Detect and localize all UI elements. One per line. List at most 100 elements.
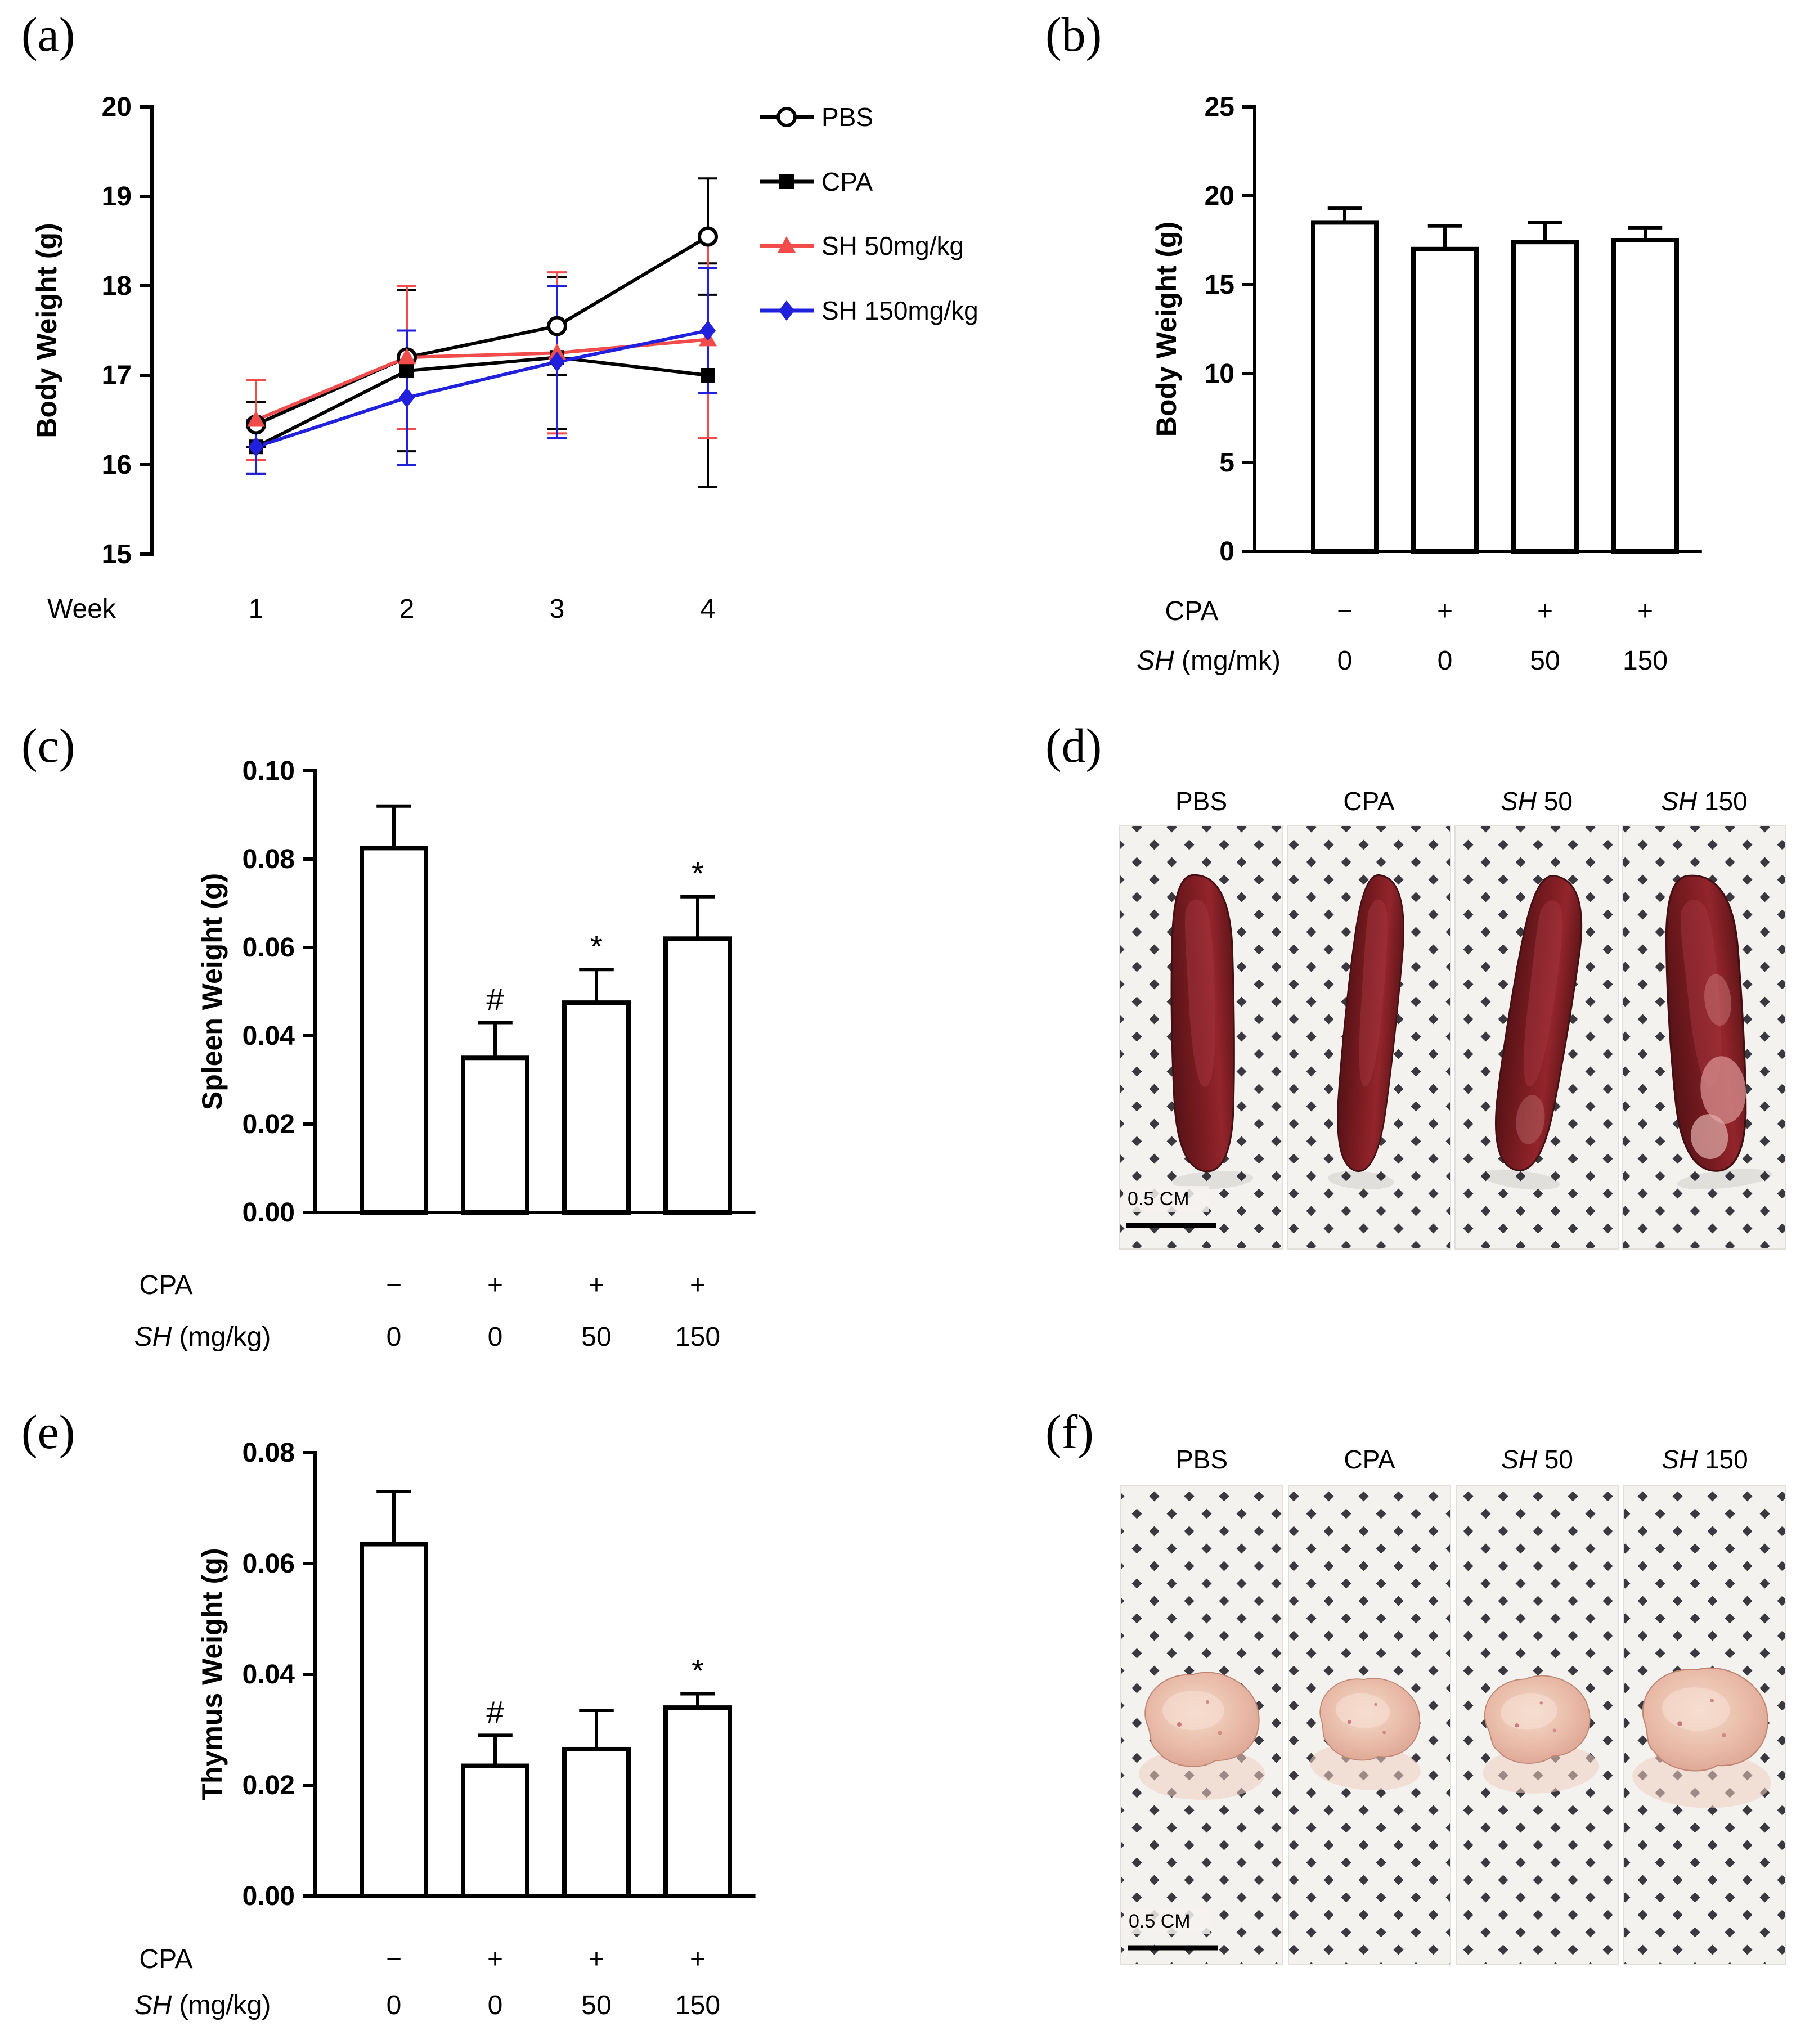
svg-text:#: # xyxy=(486,981,504,1017)
panel-label-f: (f) xyxy=(1045,1405,1094,1459)
svg-text:−: − xyxy=(386,1944,402,1974)
panel-label-c: (c) xyxy=(21,718,75,772)
svg-text:Week: Week xyxy=(47,594,116,624)
svg-text:0: 0 xyxy=(1337,646,1353,676)
svg-text:20: 20 xyxy=(102,92,132,122)
panel-label-a: (a) xyxy=(21,7,75,61)
bar-chart-svg: 0 5 10 15 20 25 Body Weight (g) CPA − + + + SH (mg/m… xyxy=(1137,92,1702,676)
svg-text:50: 50 xyxy=(581,1991,611,2020)
spleen-photo-organ xyxy=(1170,874,1254,1189)
svg-text:PBS: PBS xyxy=(1176,1445,1228,1474)
svg-text:0: 0 xyxy=(387,1991,402,2020)
bar-chart-svg: 0.00 0.02 0.04 0.06 0.08 Thymus Weight (g) # * C… xyxy=(134,1438,756,2020)
svg-text:15: 15 xyxy=(102,540,132,569)
thymus-photo-organ xyxy=(1632,1667,1771,1808)
svg-text:SH (mg/kg): SH (mg/kg) xyxy=(134,1322,271,1352)
svg-text:4: 4 xyxy=(701,594,716,624)
spleen-photo-organ xyxy=(1327,874,1404,1190)
spleen-photos-svg: PBS CPA SH 50 SH 150 0.5 CM xyxy=(1119,787,1786,1250)
thymus-photos-svg: PBS CPA SH 50 SH 150 0.5 CM xyxy=(1120,1445,1786,1965)
svg-text:−: − xyxy=(1337,596,1353,626)
svg-text:SH (mg/mk): SH (mg/mk) xyxy=(1137,646,1281,676)
panel-label-d: (d) xyxy=(1045,718,1102,772)
svg-text:+: + xyxy=(487,1270,503,1300)
svg-text:25: 25 xyxy=(1205,92,1234,122)
svg-text:19: 19 xyxy=(102,182,132,212)
svg-text:Spleen Weight (g): Spleen Weight (g) xyxy=(196,873,228,1110)
svg-text:0.04: 0.04 xyxy=(243,1660,295,1690)
svg-text:0.06: 0.06 xyxy=(243,1549,295,1579)
svg-text:+: + xyxy=(1637,596,1653,626)
body-weight-bar-chart: 0 5 10 15 20 25 Body Weight (g) CPA − + + + SH (mg/m… xyxy=(1041,23,1814,715)
svg-text:SH 150: SH 150 xyxy=(1662,1445,1748,1474)
svg-text:#: # xyxy=(486,1694,504,1729)
svg-text:SH 150: SH 150 xyxy=(1661,787,1747,816)
spleen-photo-organ xyxy=(1481,875,1583,1190)
svg-text:SH (mg/kg): SH (mg/kg) xyxy=(134,1991,271,2020)
thymus-photo-organ xyxy=(1139,1672,1265,1800)
body-weight-line-chart: 15 16 17 18 19 20 Body Weight (g) Week 1 2 3 4 PBS CP… xyxy=(11,23,1013,675)
svg-text:0.08: 0.08 xyxy=(243,1438,295,1468)
line-chart-svg: 15 16 17 18 19 20 Body Weight (g) Week 1 2 3 4 PBS CP… xyxy=(31,92,978,624)
panel-label-e: (e) xyxy=(21,1405,75,1459)
svg-text:+: + xyxy=(1437,596,1453,626)
svg-text:150: 150 xyxy=(1623,646,1668,676)
svg-text:*: * xyxy=(590,928,603,964)
svg-text:PBS: PBS xyxy=(821,102,873,132)
svg-text:CPA: CPA xyxy=(1343,787,1394,816)
svg-text:SH 50: SH 50 xyxy=(1501,787,1573,816)
svg-text:0: 0 xyxy=(488,1322,503,1352)
svg-text:17: 17 xyxy=(102,361,132,390)
svg-text:0: 0 xyxy=(1219,537,1234,567)
svg-text:CPA: CPA xyxy=(139,1944,192,1974)
thymus-weight-bar-chart: 0.00 0.02 0.04 0.06 0.08 Thymus Weight (g) # * C… xyxy=(11,1418,889,2044)
svg-text:Thymus Weight (g): Thymus Weight (g) xyxy=(196,1548,228,1800)
svg-text:0: 0 xyxy=(488,1991,503,2020)
svg-text:+: + xyxy=(589,1270,604,1300)
svg-text:18: 18 xyxy=(102,271,132,301)
svg-text:2: 2 xyxy=(399,594,415,624)
svg-text:SH 150mg/kg: SH 150mg/kg xyxy=(821,296,978,325)
svg-text:0.06: 0.06 xyxy=(243,933,295,963)
svg-text:CPA: CPA xyxy=(821,167,873,196)
svg-text:150: 150 xyxy=(675,1322,720,1352)
svg-text:*: * xyxy=(692,856,704,891)
svg-text:0.00: 0.00 xyxy=(243,1881,295,1911)
spleen-photo-organ xyxy=(1665,874,1772,1189)
svg-text:SH 50: SH 50 xyxy=(1501,1445,1573,1474)
svg-text:Body Weight (g): Body Weight (g) xyxy=(1151,222,1182,437)
svg-text:150: 150 xyxy=(675,1991,720,2020)
thymus-photo-organ xyxy=(1483,1675,1599,1794)
svg-text:0.08: 0.08 xyxy=(243,844,295,874)
svg-text:0.5 CM: 0.5 CM xyxy=(1128,1188,1189,1210)
thymus-photo-panel: PBS CPA SH 50 SH 150 0.5 CM xyxy=(1041,1418,1814,1980)
svg-text:CPA: CPA xyxy=(1344,1445,1395,1474)
panel-label-b: (b) xyxy=(1045,7,1102,61)
svg-text:*: * xyxy=(692,1652,704,1688)
svg-text:50: 50 xyxy=(581,1322,611,1352)
svg-text:10: 10 xyxy=(1205,359,1234,389)
svg-text:20: 20 xyxy=(1205,181,1234,211)
spleen-weight-bar-chart: 0.00 0.02 0.04 0.06 0.08 0.10 Spleen Weight (g… xyxy=(11,731,889,1373)
svg-text:SH 50mg/kg: SH 50mg/kg xyxy=(821,231,964,260)
svg-text:15: 15 xyxy=(1205,270,1234,300)
svg-text:PBS: PBS xyxy=(1175,787,1227,816)
svg-text:16: 16 xyxy=(102,450,132,480)
svg-text:CPA: CPA xyxy=(139,1270,192,1300)
svg-text:0: 0 xyxy=(1438,646,1453,676)
svg-text:+: + xyxy=(589,1944,604,1974)
svg-text:+: + xyxy=(1537,596,1553,626)
svg-text:−: − xyxy=(386,1270,402,1300)
svg-text:5: 5 xyxy=(1219,448,1234,478)
svg-text:50: 50 xyxy=(1530,646,1560,676)
svg-text:0.02: 0.02 xyxy=(243,1771,295,1800)
svg-text:3: 3 xyxy=(550,594,565,624)
svg-text:0.04: 0.04 xyxy=(243,1021,295,1051)
svg-text:0.02: 0.02 xyxy=(243,1109,295,1139)
svg-text:0.10: 0.10 xyxy=(243,756,295,786)
thymus-photo-organ xyxy=(1310,1678,1421,1791)
svg-text:0: 0 xyxy=(387,1322,402,1352)
svg-text:+: + xyxy=(690,1270,706,1300)
svg-text:0.00: 0.00 xyxy=(243,1198,295,1228)
